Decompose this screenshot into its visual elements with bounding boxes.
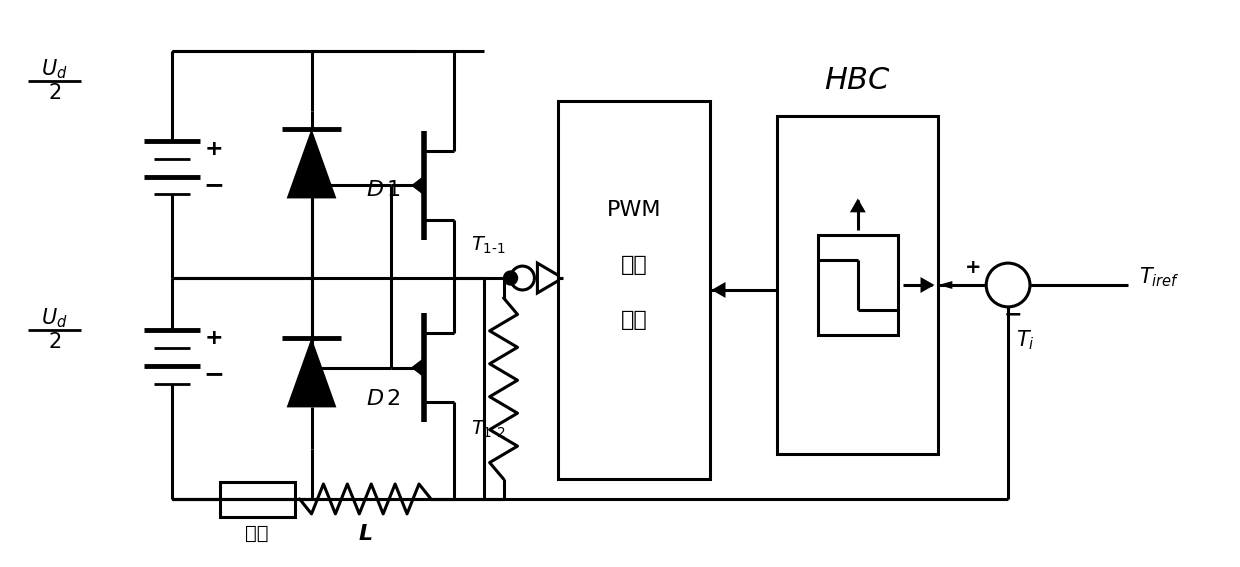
Text: $T_{iref}$: $T_{iref}$ <box>1140 265 1180 289</box>
Polygon shape <box>410 358 424 378</box>
Text: 负载: 负载 <box>246 524 269 543</box>
Polygon shape <box>286 338 336 408</box>
Text: L: L <box>358 524 372 544</box>
Polygon shape <box>920 277 935 293</box>
Text: +: + <box>965 257 982 277</box>
Polygon shape <box>712 282 725 298</box>
Text: 2: 2 <box>48 332 62 352</box>
Text: $HBC$: $HBC$ <box>825 66 892 95</box>
Polygon shape <box>410 176 424 196</box>
Bar <box>777 116 939 454</box>
Text: $D\,2$: $D\,2$ <box>366 390 401 409</box>
Text: PWM: PWM <box>606 200 661 221</box>
Bar <box>818 235 898 335</box>
Text: 生成: 生成 <box>620 255 647 275</box>
Text: $T_{1\text{-}1}$: $T_{1\text{-}1}$ <box>471 235 506 256</box>
Bar <box>219 482 295 517</box>
Polygon shape <box>286 129 336 198</box>
Text: $D\,1$: $D\,1$ <box>366 180 401 201</box>
Text: 模块: 模块 <box>620 310 647 330</box>
Polygon shape <box>849 198 866 213</box>
Text: $U_d$: $U_d$ <box>41 57 68 81</box>
Text: +: + <box>205 328 223 348</box>
Polygon shape <box>939 281 952 289</box>
Text: $T_i$: $T_i$ <box>1016 328 1035 352</box>
Bar <box>558 101 709 479</box>
Text: +: + <box>205 139 223 159</box>
Text: −: − <box>203 362 224 387</box>
Text: $U_d$: $U_d$ <box>41 306 68 329</box>
Text: $T_{1\text{-}2}$: $T_{1\text{-}2}$ <box>471 418 506 440</box>
Text: 2: 2 <box>48 83 62 103</box>
Text: −: − <box>203 174 224 197</box>
Circle shape <box>503 271 517 285</box>
Text: −: − <box>1003 305 1022 325</box>
